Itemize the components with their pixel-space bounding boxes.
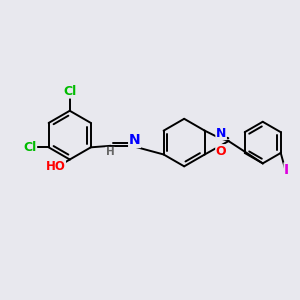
Text: H: H — [106, 147, 115, 158]
Text: Cl: Cl — [23, 141, 37, 154]
Text: N: N — [129, 134, 140, 148]
Text: Cl: Cl — [63, 85, 76, 98]
Text: O: O — [216, 145, 226, 158]
Text: I: I — [284, 163, 289, 177]
Text: HO: HO — [46, 160, 65, 173]
Text: N: N — [216, 127, 226, 140]
